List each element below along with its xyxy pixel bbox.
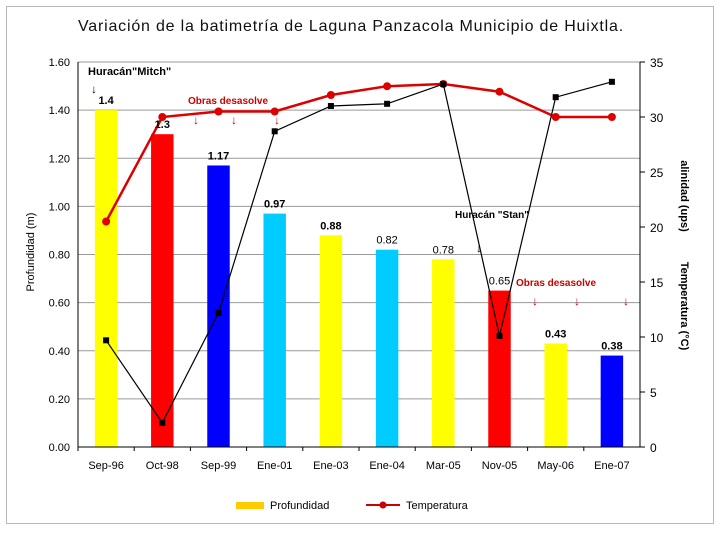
point-Temperatura bbox=[270, 107, 279, 116]
point-Salinidad bbox=[103, 337, 110, 344]
stan-arrow-icon: ↓ bbox=[476, 241, 482, 255]
obras-1-arrow-icon: ↓ bbox=[231, 113, 237, 127]
y-left-tick-label: 0.00 bbox=[49, 442, 70, 454]
point-Temperatura bbox=[383, 82, 392, 91]
point-Salinidad bbox=[271, 128, 278, 135]
bar-Ene-03 bbox=[319, 235, 343, 447]
point-Temperatura bbox=[551, 113, 560, 121]
y-left-tick-label: 0.20 bbox=[49, 394, 70, 406]
point-Salinidad bbox=[384, 100, 391, 107]
y-left-tick-label: 1.20 bbox=[49, 153, 70, 165]
point-Salinidad bbox=[608, 78, 615, 85]
bar-value-label: 0.43 bbox=[545, 329, 566, 341]
y-left-tick-label: 0.80 bbox=[49, 250, 70, 262]
point-Salinidad bbox=[552, 94, 559, 101]
bar-Nov-05 bbox=[488, 290, 511, 447]
x-tick-label: Ene-01 bbox=[257, 460, 292, 472]
annotation-mitch: Huracán"Mitch" bbox=[88, 66, 171, 78]
mitch-arrow-icon: ↓ bbox=[91, 82, 97, 96]
y-right-tick-label: 0 bbox=[650, 441, 657, 455]
y-right-tick-label: 20 bbox=[650, 221, 664, 235]
point-Temperatura bbox=[102, 217, 111, 226]
bar-value-label: 0.65 bbox=[489, 276, 510, 288]
legend: Profundidad Temperatura bbox=[236, 500, 469, 512]
slide-frame bbox=[6, 6, 714, 524]
y-left-tick-label: 0.40 bbox=[49, 346, 70, 358]
annotation-stan: Huracán "Stan" bbox=[455, 210, 529, 221]
bar-value-label: 0.38 bbox=[601, 341, 622, 353]
x-tick-label: Ene-04 bbox=[369, 460, 404, 472]
point-Salinidad bbox=[496, 332, 503, 339]
bar-Sep-99 bbox=[207, 165, 230, 447]
legend-marker-temperatura bbox=[379, 501, 387, 509]
y-right-tick-label: 25 bbox=[650, 166, 664, 180]
y-left-tick-label: 1.00 bbox=[49, 201, 70, 213]
bar-value-label: 0.82 bbox=[376, 235, 397, 247]
y-right-tick-label: 35 bbox=[650, 56, 664, 70]
x-tick-label: Sep-96 bbox=[88, 460, 123, 472]
point-Temperatura bbox=[607, 113, 616, 121]
y-right-tick-label: 15 bbox=[650, 276, 664, 290]
x-tick-label: Sep-99 bbox=[201, 460, 236, 472]
x-tick-label: May-06 bbox=[537, 460, 574, 472]
chart-title: Variación de la batimetría de Laguna Pan… bbox=[78, 18, 624, 35]
x-tick-label: Ene-03 bbox=[313, 460, 348, 472]
x-tick-label: Nov-05 bbox=[482, 460, 517, 472]
point-Temperatura bbox=[158, 113, 167, 121]
bar-Oct-98 bbox=[151, 134, 174, 447]
bar-value-label: 0.78 bbox=[433, 244, 454, 256]
labels: 1.4 1.3 1.17 0.97 0.88 0.82 0.78 0.65 0.43 0.38 bbox=[98, 95, 622, 352]
y-right-tick-label: 30 bbox=[650, 111, 664, 125]
legend-label-temperatura: Temperatura bbox=[406, 500, 469, 512]
y-axis-right-title-salinity: alinidad (ups) bbox=[678, 160, 690, 232]
bar-value-label: 1.3 bbox=[155, 119, 170, 131]
point-Temperatura bbox=[214, 107, 223, 116]
y-axis-left-title: Profundidad (m) bbox=[25, 213, 37, 292]
obras-1-arrow-icon: ↓ bbox=[274, 113, 280, 127]
bar-Sep-96 bbox=[94, 110, 118, 447]
obras-2-arrow-icon: ↓ bbox=[623, 294, 629, 308]
bars bbox=[94, 110, 624, 447]
legend-label-profundidad: Profundidad bbox=[270, 500, 329, 512]
series-line-Salinidad bbox=[105, 81, 613, 424]
point-Salinidad bbox=[327, 103, 334, 109]
point-Temperatura bbox=[326, 91, 335, 99]
y-left-tick-label: 1.60 bbox=[49, 57, 70, 69]
bar-value-label: 1.17 bbox=[208, 150, 229, 162]
y-left-tick-label: 0.60 bbox=[49, 298, 70, 310]
y-axis-right-title-temperature: Temperatura (°C) bbox=[678, 262, 690, 351]
point-Salinidad bbox=[215, 309, 222, 316]
axes: 0.00 0.20 0.40 0.60 0.80 1.00 1.20 1.40 1.60 0 5 10… bbox=[49, 56, 664, 472]
point-Salinidad bbox=[440, 81, 447, 87]
series-line-Temperatura bbox=[104, 82, 612, 223]
x-tick-label: Mar-05 bbox=[426, 460, 461, 472]
annotation-obras-1: Obras desasolve bbox=[188, 96, 268, 107]
bar-Ene-04 bbox=[375, 249, 399, 447]
y-right-tick-label: 10 bbox=[650, 331, 664, 345]
annotation-obras-2: Obras desasolve bbox=[516, 278, 596, 289]
lines bbox=[102, 78, 616, 426]
obras-2-arrow-icon: ↓ bbox=[532, 294, 538, 308]
bar-Ene-07 bbox=[600, 355, 624, 447]
bar-value-label: 0.97 bbox=[264, 199, 285, 211]
bar-value-label: 1.4 bbox=[98, 95, 114, 107]
x-tick-label: Oct-98 bbox=[146, 460, 179, 472]
point-Salinidad bbox=[159, 419, 166, 426]
bar-May-06 bbox=[544, 343, 567, 447]
point-Temperatura bbox=[495, 87, 504, 96]
obras-2-arrow-icon: ↓ bbox=[574, 294, 580, 308]
bar-value-label: 0.88 bbox=[320, 220, 341, 232]
legend-swatch-profundidad bbox=[236, 502, 264, 509]
bar-Ene-01 bbox=[263, 213, 286, 447]
y-right-tick-label: 5 bbox=[650, 386, 657, 400]
obras-1-arrow-icon: ↓ bbox=[193, 113, 199, 127]
bar-Mar-05 bbox=[432, 259, 455, 447]
x-tick-label: Ene-07 bbox=[594, 460, 629, 472]
y-left-tick-label: 1.40 bbox=[49, 105, 70, 117]
